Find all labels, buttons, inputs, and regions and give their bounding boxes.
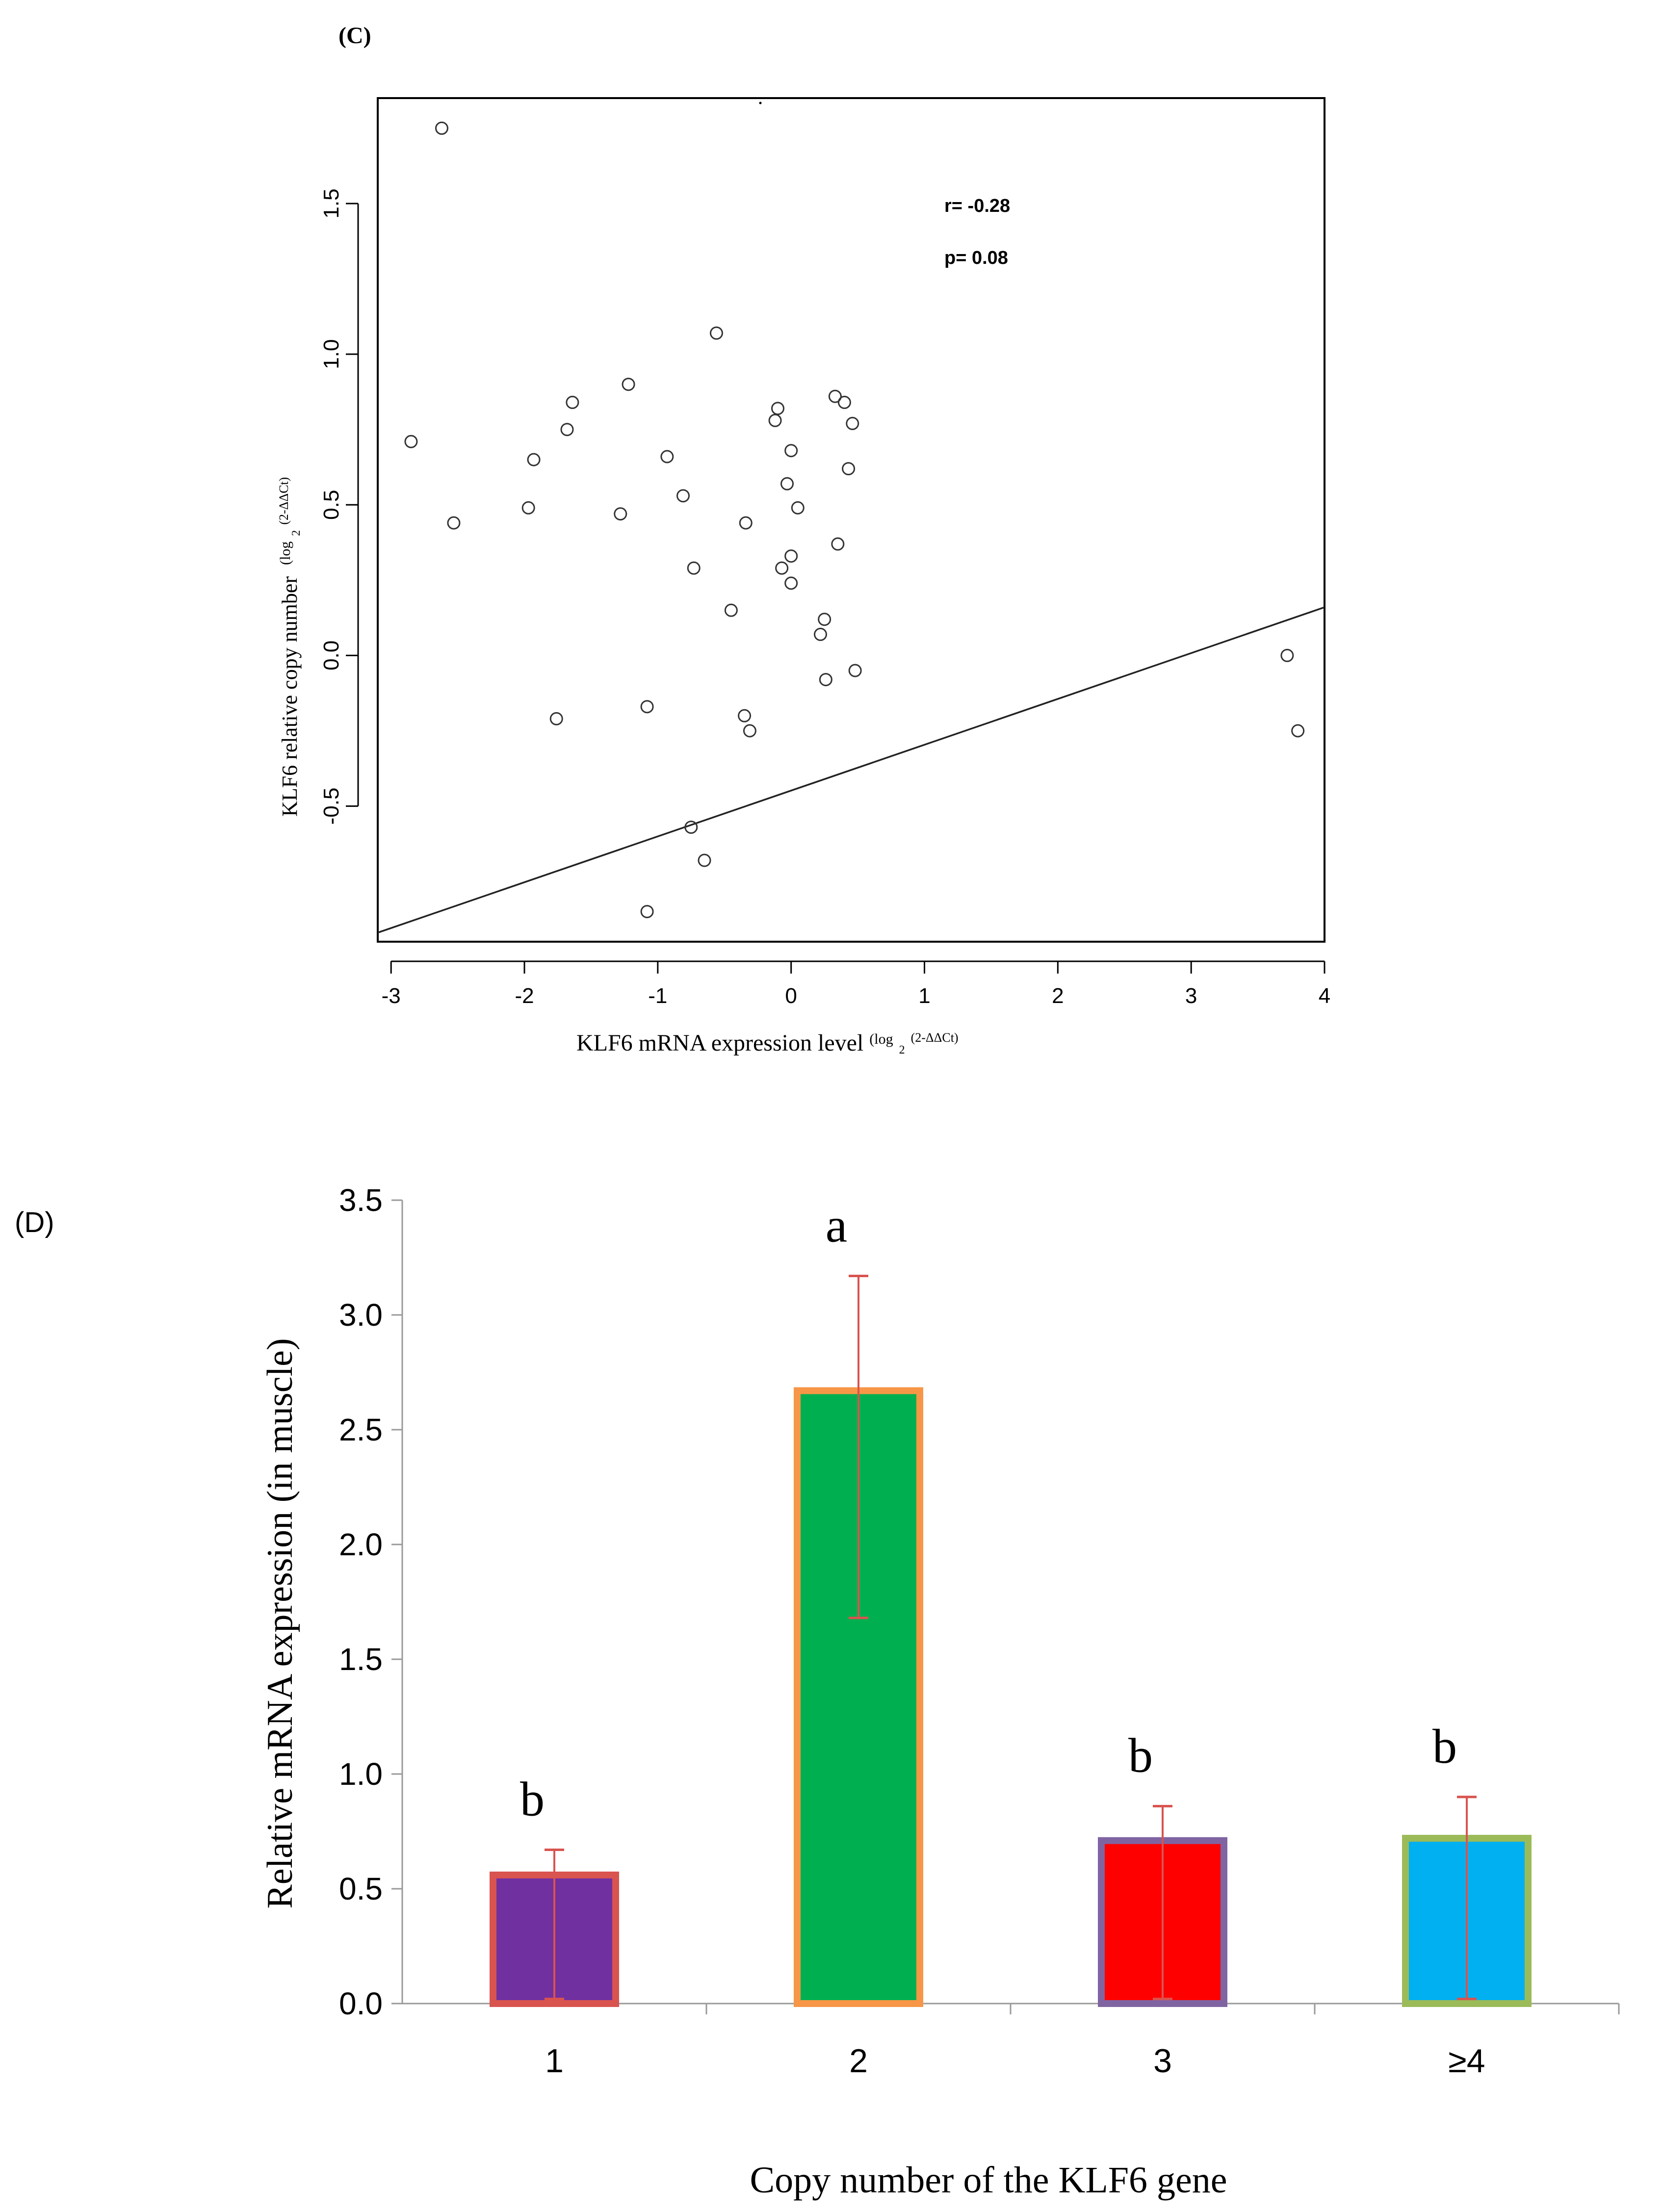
scatter-point: [676, 489, 690, 503]
scatter-point: [724, 603, 738, 617]
scatter-point: [775, 561, 789, 575]
p-value: p= 0.08: [944, 248, 1008, 268]
scatter-point: [842, 462, 856, 476]
scatter-x-tick-label: 3: [1185, 984, 1197, 1008]
regression-line: [377, 606, 1325, 934]
stray-dot: [759, 102, 762, 104]
scatter-x-tick-label: -1: [648, 984, 667, 1008]
scatter-y-tick-label: -0.5: [319, 788, 343, 825]
scatter-panel: (C) -3 -2 -1 0 1 2 3 4 -0.5 0.0 0.5 1.0 1.5 r= -0.2…: [271, 23, 1330, 1059]
scatter-y-label-tail: (2-ΔΔCt): [277, 477, 291, 525]
scatter-point: [447, 516, 461, 530]
scatter-x-label-log: (log: [869, 1031, 893, 1047]
scatter-point: [784, 576, 798, 590]
scatter-x-label-main: KLF6 mRNA expression level: [576, 1030, 863, 1056]
scatter-x-label: KLF6 mRNA expression level (log 2 (2-ΔΔC…: [576, 1023, 959, 1059]
bar-y-tick-label: 3.0: [339, 1297, 383, 1333]
bar-y-tick-label: 1.0: [339, 1756, 383, 1792]
bar-y-tick-label: 1.5: [339, 1642, 383, 1677]
scatter-x-tick-label: -2: [515, 984, 534, 1008]
bar-category-label: 3: [1153, 2042, 1172, 2080]
scatter-x-tick-label: 0: [785, 984, 797, 1008]
significance-letter: b: [1128, 1728, 1153, 1783]
scatter-x-label-sub: 2: [899, 1044, 905, 1056]
bars: b 1 a 2 b 3 b ≥4: [490, 1198, 1532, 2080]
scatter-point: [687, 561, 701, 575]
scatter-point: [549, 712, 563, 725]
bar-y-label: Relative mRNA expression (in muscle): [260, 1338, 300, 1908]
regression-line-group: [377, 606, 1325, 934]
scatter-y-label-sub: 2: [290, 530, 303, 536]
scatter-point: [1280, 648, 1294, 662]
scatter-point: [771, 402, 784, 415]
bar-y-tick-label: 2.0: [339, 1527, 383, 1562]
bar-y-axis: 0.0 0.5 1.0 1.5 2.0 2.5 3.0 3.5: [339, 1183, 403, 2021]
scatter-point: [837, 395, 851, 409]
scatter-point: [780, 477, 794, 490]
scatter-point: [791, 501, 805, 514]
scatter-point: [813, 627, 827, 641]
scatter-point: [521, 501, 535, 514]
scatter-y-tick-label: 1.5: [319, 188, 343, 218]
scatter-point: [698, 853, 711, 867]
scatter-y-tick-label: 0.0: [319, 641, 343, 670]
scatter-point: [768, 413, 782, 427]
bar-y-tick-label: 2.5: [339, 1412, 383, 1447]
significance-letter: b: [520, 1772, 545, 1826]
scatter-x-tick-label: 1: [918, 984, 930, 1008]
scatter-point: [527, 453, 541, 466]
scatter-point: [640, 700, 654, 714]
significance-letter: b: [1432, 1719, 1457, 1774]
panel-label-c: (C): [338, 23, 371, 49]
scatter-y-axis: -0.5 0.0 0.5 1.0 1.5: [319, 188, 359, 825]
scatter-y-tick-label: 0.5: [319, 490, 343, 520]
scatter-point: [684, 821, 698, 834]
bar-y-tick-label: 0.0: [339, 1986, 383, 2021]
significance-letter: a: [826, 1198, 847, 1252]
scatter-x-axis: -3 -2 -1 0 1 2 3 4: [382, 960, 1330, 1008]
bar-y-tick-label: 0.5: [339, 1871, 383, 1906]
scatter-point: [831, 537, 845, 551]
scatter-y-label: KLF6 relative copy number (log 2 (2-ΔΔCt…: [271, 477, 305, 817]
bar-category-label: 2: [849, 2042, 868, 2080]
scatter-point: [566, 395, 579, 409]
scatter-point: [738, 709, 752, 722]
scatter-point: [640, 905, 654, 919]
scatter-point: [846, 416, 859, 430]
scatter-point: [784, 444, 798, 458]
scatter-x-tick-label: 4: [1319, 984, 1330, 1008]
scatter-point: [709, 326, 723, 340]
scatter-point: [622, 378, 635, 391]
scatter-y-tick-label: 1.0: [319, 339, 343, 369]
scatter-point: [560, 423, 574, 437]
bar-panel: (D) 0.0 0.5 1.0 1.5 2.0 2.5 3.0 3.5 b 1 a 2 b 3 b ≥4 C…: [15, 1183, 1620, 2201]
scatter-x-tick-label: 2: [1052, 984, 1064, 1008]
panel-label-d: (D): [15, 1207, 54, 1238]
scatter-point: [784, 549, 798, 563]
scatter-point: [848, 664, 862, 677]
correlation-r: r= -0.28: [944, 196, 1010, 216]
bar-category-label: 1: [545, 2042, 564, 2080]
scatter-point: [1291, 724, 1305, 738]
bar-y-tick-label: 3.5: [339, 1183, 383, 1218]
bar-category-label: ≥4: [1448, 2042, 1485, 2080]
scatter-y-label-log: (log: [277, 541, 293, 565]
scatter-plot-frame: [377, 97, 1325, 943]
scatter-x-tick-label: -3: [382, 984, 401, 1008]
scatter-points: [404, 121, 1305, 919]
scatter-point: [819, 673, 832, 687]
scatter-y-label-main: KLF6 relative copy number: [278, 576, 302, 817]
scatter-point: [435, 121, 448, 135]
scatter-point: [743, 724, 756, 738]
scatter-point: [818, 613, 832, 626]
scatter-point: [614, 507, 627, 521]
scatter-x-label-tail: (2-ΔΔCt): [911, 1030, 959, 1045]
scatter-point: [404, 435, 418, 448]
scatter-point: [739, 516, 753, 530]
bar-x-label: Copy number of the KLF6 gene: [750, 2160, 1227, 2201]
scatter-point: [660, 450, 674, 463]
scatter-point: [828, 389, 842, 403]
